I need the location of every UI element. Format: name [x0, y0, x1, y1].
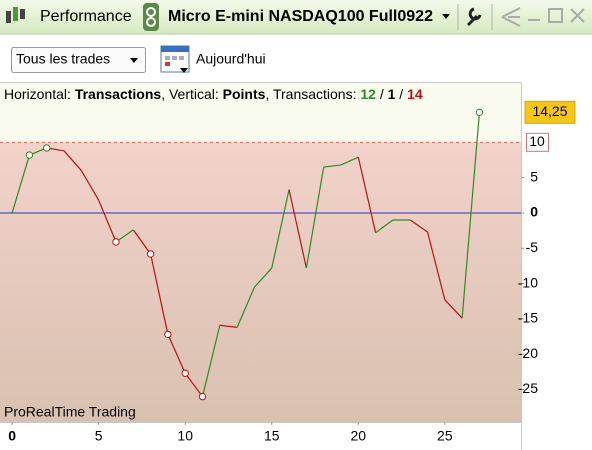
- equity-segment: [167, 334, 186, 374]
- instrument[interactable]: Micro E-mini NASDAQ100 Full0922: [168, 8, 433, 25]
- threshold-label: 10: [529, 133, 545, 149]
- instrument-dropdown-arrow[interactable]: [442, 14, 450, 19]
- equity-segment: [288, 189, 307, 269]
- equity-segment: [80, 170, 100, 201]
- link-icon[interactable]: [143, 3, 159, 31]
- y-tick-label: 5: [530, 168, 538, 184]
- equity-segment: [375, 219, 394, 234]
- trades-dropdown[interactable]: [11, 47, 146, 73]
- header-part: Horizontal:: [4, 86, 75, 102]
- header-part: , Transactions:: [265, 86, 360, 102]
- x-tick-label: 25: [437, 428, 453, 444]
- equity-segment: [98, 200, 117, 243]
- extreme-marker: [43, 144, 51, 152]
- x-tick-label: 20: [351, 428, 367, 444]
- maximize-button[interactable]: [548, 8, 563, 23]
- header-part: Points: [223, 86, 266, 102]
- equity-segment: [409, 219, 428, 233]
- chart-icon: [6, 7, 25, 23]
- equity-segment: [11, 154, 31, 214]
- equity-segment: [271, 189, 290, 269]
- equity-segment: [426, 231, 446, 300]
- header-part: , Vertical:: [161, 86, 222, 102]
- calendar-icon[interactable]: [160, 45, 190, 73]
- header-part: Transactions: [75, 86, 162, 102]
- extreme-marker: [164, 330, 172, 339]
- last-value-box: [524, 100, 576, 124]
- detach-icon[interactable]: [501, 7, 521, 27]
- equity-segment: [305, 166, 325, 269]
- equity-segment: [63, 150, 82, 171]
- settings-icon[interactable]: [466, 7, 482, 27]
- extreme-marker: [198, 392, 207, 401]
- extreme-marker: [25, 151, 34, 159]
- equity-segment: [357, 157, 377, 233]
- watermark: ProRealTime Trading: [4, 404, 136, 420]
- equity-segment: [323, 164, 342, 168]
- equity-segment: [184, 372, 203, 397]
- extreme-marker: [112, 238, 120, 246]
- x-tick-label: 10: [177, 428, 193, 444]
- equity-segment: [201, 325, 221, 397]
- profit-zone: [0, 83, 521, 143]
- y-tick-label: -15: [518, 310, 538, 326]
- equity-segment: [253, 267, 273, 288]
- period-label[interactable]: Aujourd'hui: [196, 51, 266, 67]
- y-tick-label: -25: [518, 380, 538, 396]
- x-tick-label: 15: [264, 428, 280, 444]
- x-tick-label: 5: [95, 428, 103, 444]
- equity-segment: [219, 324, 238, 328]
- y-tick-label: -5: [526, 239, 539, 255]
- equity-segment: [236, 286, 255, 328]
- y-tick-label: -20: [518, 345, 538, 361]
- chart-header: Horizontal: Transactions, Vertical: Poin…: [4, 86, 423, 102]
- y-tick-label: -10: [518, 274, 538, 290]
- header-part: /: [376, 86, 388, 102]
- header-part: 12: [360, 86, 376, 102]
- close-button[interactable]: [570, 8, 585, 23]
- equity-segment: [444, 299, 463, 319]
- extreme-marker: [146, 250, 155, 258]
- equity-segment: [461, 112, 481, 319]
- header-part: /: [395, 86, 407, 102]
- dropdown-arrow: [130, 58, 138, 63]
- loss-zone: [0, 142, 521, 422]
- extreme-marker: [181, 369, 189, 377]
- threshold-label-box: [526, 132, 549, 152]
- header-part: 1: [388, 86, 396, 102]
- header-part: 14: [407, 86, 423, 102]
- equity-segment: [132, 229, 152, 255]
- x-axis-area: [0, 422, 521, 450]
- trades-dropdown-label: Tous les trades: [16, 51, 110, 67]
- equity-segment: [150, 253, 169, 335]
- toolbar: [0, 0, 592, 34]
- last-value-label: 14,25: [532, 103, 567, 119]
- extreme-marker: [475, 108, 484, 117]
- equity-segment: [340, 156, 359, 166]
- app-label[interactable]: Performance: [40, 8, 132, 25]
- y-tick-label: 0: [530, 204, 538, 220]
- x-tick-label: 0: [8, 428, 16, 444]
